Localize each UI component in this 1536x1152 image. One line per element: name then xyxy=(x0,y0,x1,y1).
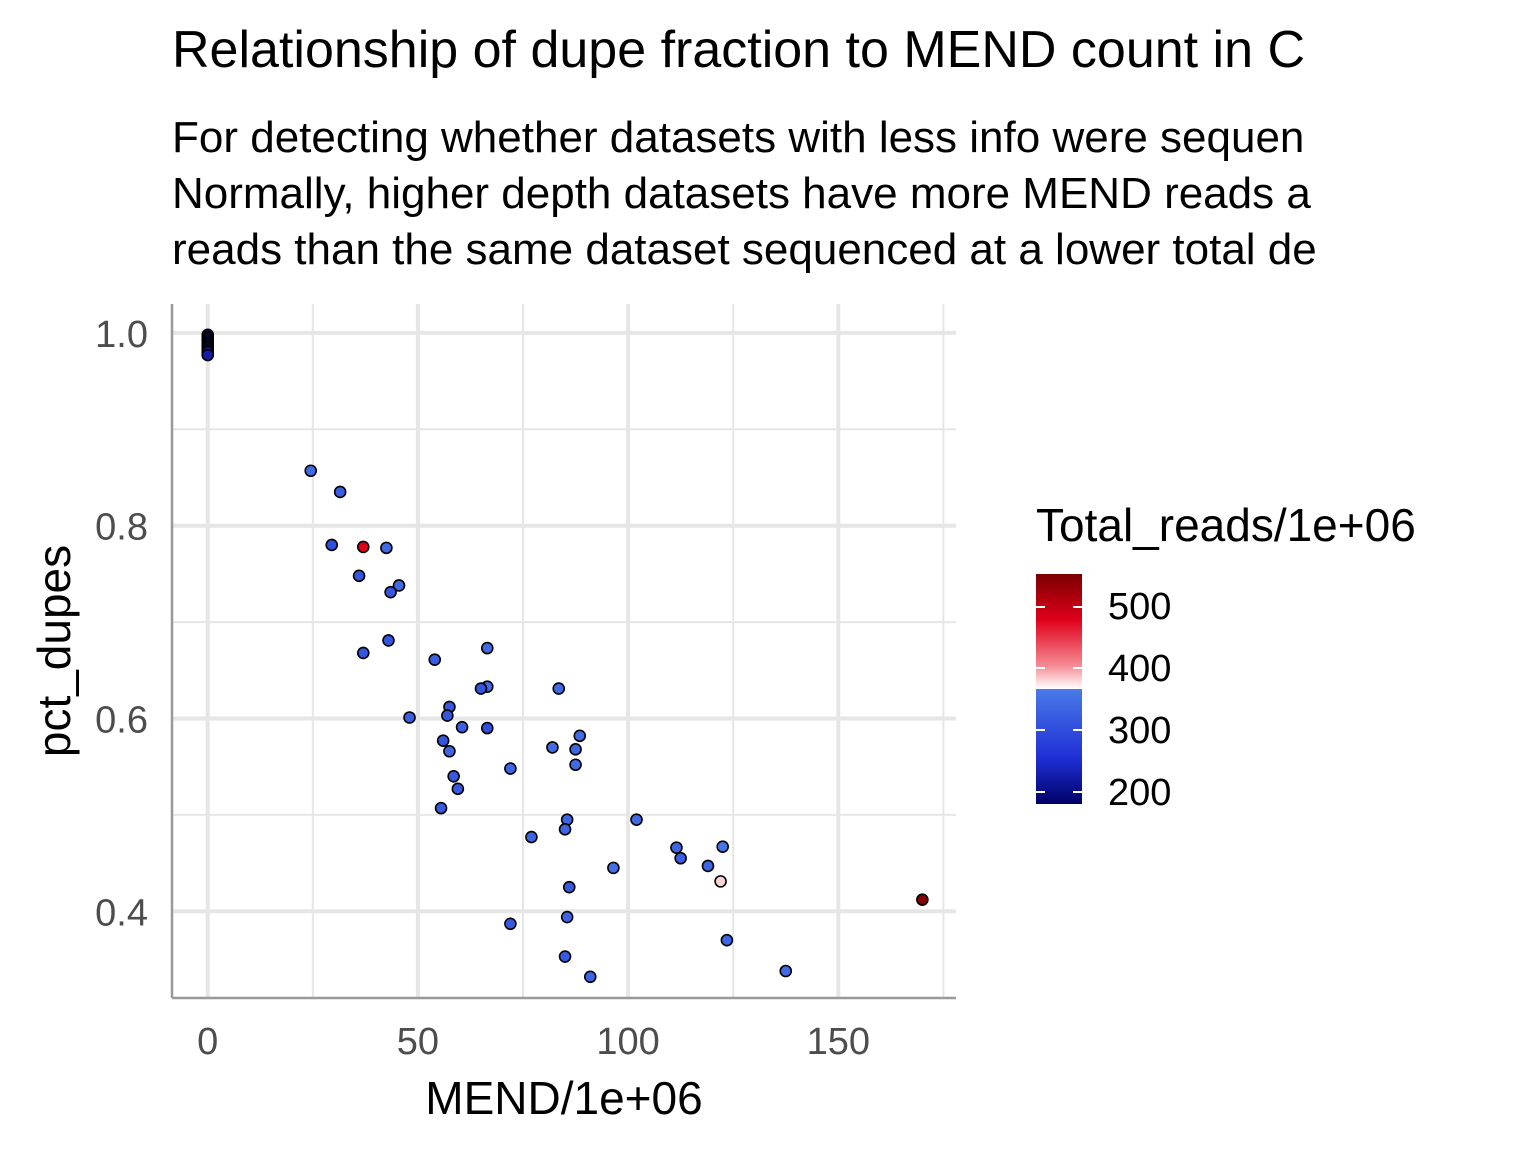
x-tick-label: 150 xyxy=(807,1021,870,1063)
data-point xyxy=(384,585,397,599)
data-point xyxy=(714,875,727,888)
major-gridlines xyxy=(172,304,956,998)
y-axis-ticks: 0.4 0.6 0.8 1.0 xyxy=(95,314,148,934)
data-point xyxy=(451,782,465,796)
data-point xyxy=(392,579,406,592)
data-point xyxy=(480,641,494,655)
data-point xyxy=(356,646,370,660)
subtitle-line-3: reads than the same dataset sequenced at… xyxy=(172,225,1317,274)
data-point xyxy=(573,729,587,743)
chart-title: Relationship of dupe fraction to MEND co… xyxy=(172,21,1306,79)
data-point xyxy=(436,734,450,747)
data-point xyxy=(558,950,572,963)
data-point xyxy=(569,743,582,756)
x-tick-label: 50 xyxy=(397,1021,439,1063)
data-point xyxy=(504,917,517,931)
data-point xyxy=(569,758,582,772)
y-tick-label: 1.0 xyxy=(95,314,148,356)
legend-label-500: 500 xyxy=(1108,586,1172,628)
data-point xyxy=(352,569,366,583)
data-point xyxy=(552,682,566,695)
data-point xyxy=(583,970,597,984)
data-point xyxy=(630,813,643,826)
subtitle-line-1: For detecting whether datasets with less… xyxy=(172,113,1305,162)
legend-label-200: 200 xyxy=(1108,772,1172,814)
data-point xyxy=(504,762,517,775)
data-point xyxy=(455,720,469,734)
data-point xyxy=(558,823,572,836)
y-tick-label: 0.6 xyxy=(95,699,148,741)
y-tick-label: 0.8 xyxy=(95,507,148,549)
data-point xyxy=(560,910,574,924)
data-point xyxy=(701,859,715,873)
data-point xyxy=(720,933,734,947)
data-point xyxy=(380,541,393,555)
x-axis-ticks: 0 50 100 150 xyxy=(197,1021,870,1063)
data-point xyxy=(480,721,494,735)
data-point xyxy=(525,830,538,844)
data-point xyxy=(403,711,416,724)
data-point xyxy=(716,840,729,853)
data-point xyxy=(325,538,339,552)
data-point xyxy=(428,653,442,666)
data-point xyxy=(562,880,576,894)
data-point xyxy=(201,348,215,362)
data-point xyxy=(546,741,559,754)
y-axis-label: pct_dupes xyxy=(28,545,80,757)
data-point xyxy=(674,851,687,865)
data-point xyxy=(607,861,620,875)
x-tick-label: 0 xyxy=(197,1021,218,1063)
data-point xyxy=(779,964,793,978)
data-point xyxy=(434,801,448,815)
y-tick-label: 0.4 xyxy=(95,892,148,934)
data-point xyxy=(670,841,683,854)
legend-label-300: 300 xyxy=(1108,710,1172,752)
data-points xyxy=(201,328,929,984)
data-point xyxy=(916,893,929,906)
data-point xyxy=(474,682,488,695)
data-point xyxy=(304,464,318,478)
subtitle-line-2: Normally, higher depth datasets have mor… xyxy=(172,169,1311,218)
legend-colorbar xyxy=(1036,574,1082,804)
legend-title: Total_reads/1e+06 xyxy=(1036,499,1416,551)
legend-label-400: 400 xyxy=(1108,648,1172,690)
data-point xyxy=(382,634,395,647)
data-point xyxy=(356,540,370,554)
x-tick-label: 100 xyxy=(596,1021,659,1063)
data-point xyxy=(441,709,454,722)
x-axis-label: MEND/1e+06 xyxy=(425,1072,702,1124)
chart-subtitle: For detecting whether datasets with less… xyxy=(172,110,1317,278)
data-point xyxy=(333,485,347,499)
data-point xyxy=(447,770,460,783)
data-point xyxy=(443,744,456,758)
